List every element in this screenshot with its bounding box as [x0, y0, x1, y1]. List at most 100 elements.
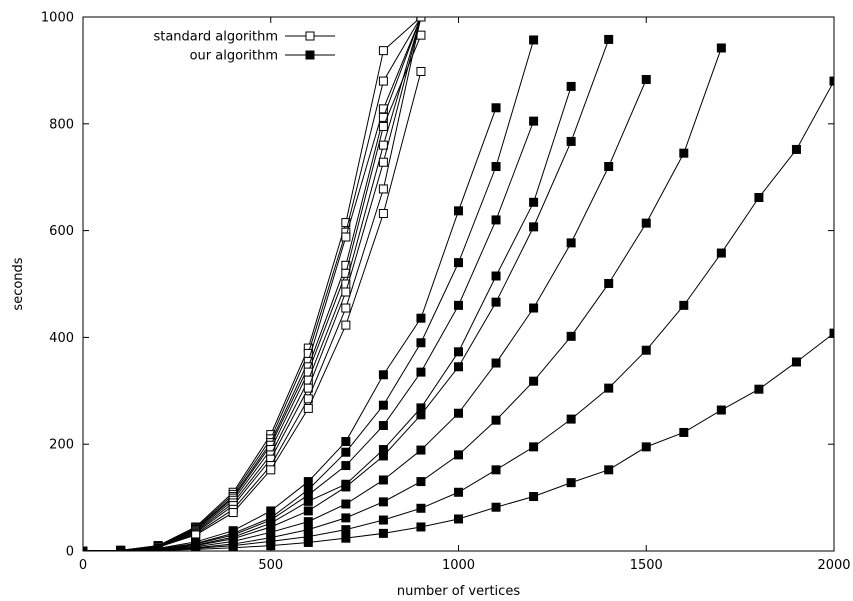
series-18	[83, 328, 834, 551]
series-line	[83, 107, 497, 551]
data-point	[378, 104, 388, 114]
data-point	[378, 421, 388, 431]
data-point	[604, 383, 614, 393]
data-point	[416, 17, 426, 22]
y-tick-label: 200	[49, 438, 74, 453]
data-point	[566, 136, 576, 146]
data-point	[416, 503, 426, 513]
data-point	[341, 320, 351, 330]
series-line	[83, 39, 535, 551]
data-point	[529, 303, 539, 313]
legend-marker	[305, 31, 315, 41]
data-point	[378, 46, 388, 56]
data-point	[416, 410, 426, 420]
data-point	[491, 215, 501, 225]
series-line	[83, 71, 422, 551]
data-point	[416, 338, 426, 348]
data-point	[378, 370, 388, 380]
data-point	[378, 157, 388, 167]
data-point	[266, 465, 276, 475]
series-6	[83, 17, 426, 551]
data-point	[378, 184, 388, 194]
legend-label: our algorithm	[190, 49, 278, 64]
data-point	[454, 514, 463, 524]
data-point	[378, 140, 388, 150]
legend: standard algorithm our algorithm	[153, 30, 335, 64]
data-point	[378, 475, 388, 485]
series-15	[83, 74, 651, 551]
y-tick-label: 400	[49, 331, 74, 346]
data-point	[341, 287, 351, 297]
data-point	[529, 442, 539, 452]
y-tick-label: 800	[49, 117, 74, 132]
series-2	[83, 17, 426, 551]
data-point	[153, 545, 163, 551]
data-point	[604, 34, 614, 44]
legend-marker	[305, 50, 315, 60]
series-7	[83, 17, 426, 551]
data-point	[303, 537, 313, 547]
data-point	[529, 222, 539, 232]
data-point	[303, 477, 313, 487]
series-line	[83, 79, 647, 551]
data-point	[679, 148, 689, 158]
data-point	[416, 477, 426, 487]
data-point	[641, 442, 651, 452]
data-point	[754, 384, 764, 394]
data-point	[341, 482, 351, 492]
data-point	[491, 465, 501, 475]
series-3	[83, 17, 426, 551]
data-point	[491, 271, 501, 281]
data-point	[116, 545, 126, 551]
data-point	[641, 345, 651, 355]
x-tick-label: 0	[79, 558, 87, 573]
x-axis-label: number of vertices	[397, 584, 520, 599]
data-point	[416, 367, 426, 377]
series-10	[83, 103, 501, 551]
data-point	[303, 496, 313, 506]
data-point	[83, 546, 88, 551]
series-17	[83, 76, 834, 551]
data-point	[679, 427, 689, 437]
series-line	[83, 86, 572, 551]
data-point	[454, 408, 463, 418]
data-point	[378, 497, 388, 507]
data-point	[341, 525, 351, 535]
data-point	[416, 313, 426, 323]
data-point	[829, 328, 834, 338]
data-point	[341, 447, 351, 457]
data-point	[716, 405, 726, 415]
data-point	[454, 300, 463, 310]
series-line	[83, 17, 422, 551]
data-point	[303, 403, 313, 413]
data-point	[566, 331, 576, 341]
data-point	[529, 197, 539, 207]
data-point	[454, 206, 463, 216]
series-5	[83, 30, 426, 551]
series-line	[83, 80, 834, 551]
data-point	[641, 74, 651, 84]
y-tick-label: 0	[66, 545, 74, 560]
data-point	[491, 502, 501, 512]
data-point	[341, 533, 351, 543]
data-point	[791, 144, 801, 154]
data-point	[491, 162, 501, 172]
y-tick-label: 1000	[41, 11, 74, 26]
data-point	[416, 445, 426, 455]
data-point	[566, 81, 576, 91]
data-point	[341, 437, 351, 447]
data-point	[416, 522, 426, 532]
data-point	[303, 517, 313, 527]
data-point	[454, 362, 463, 372]
data-point	[191, 544, 201, 551]
y-axis-label: seconds	[11, 257, 26, 310]
data-point	[228, 543, 238, 551]
data-point	[454, 347, 463, 357]
data-point	[566, 478, 576, 488]
data-point	[228, 508, 238, 518]
data-point	[341, 499, 351, 509]
data-point	[529, 492, 539, 502]
series-layer	[83, 17, 834, 551]
series-1	[83, 17, 426, 551]
x-tick-label: 500	[258, 558, 283, 573]
